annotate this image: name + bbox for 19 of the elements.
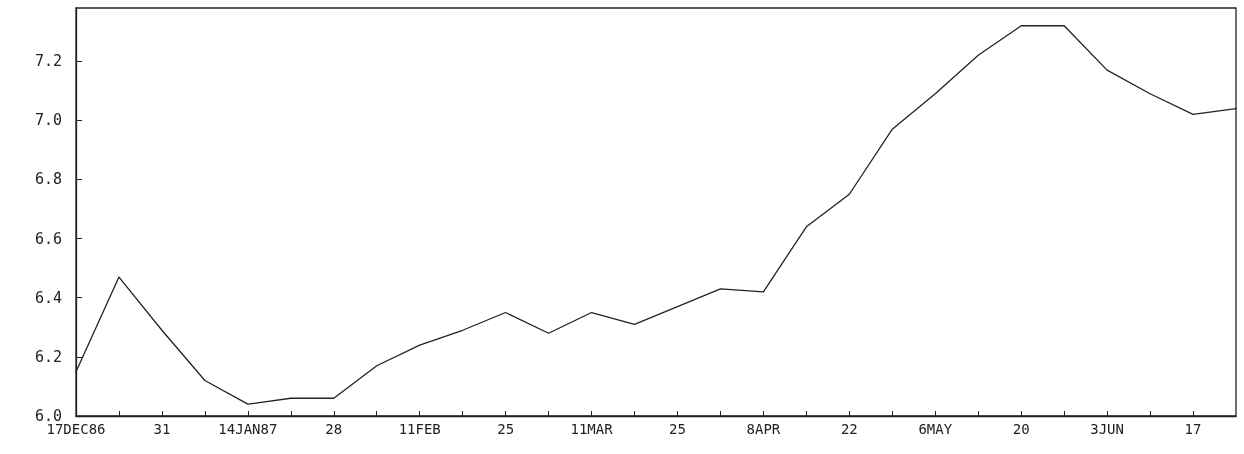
x-tick-label: 20 (1012, 421, 1030, 437)
x-tick-label: 17 (1184, 421, 1202, 437)
x-tick-label: 3JUN (1090, 421, 1124, 437)
x-tick-label: 31 (153, 421, 171, 437)
x-tick-label: 14JAN87 (218, 421, 278, 437)
x-tick-label: 25 (497, 421, 515, 437)
x-tick-label: 6MAY (918, 421, 953, 437)
x-tick-label: 8APR (746, 421, 781, 437)
y-tick-label: 6.4 (34, 288, 62, 307)
y-tick-label: 6.6 (34, 229, 62, 248)
x-tick-label: 28 (325, 421, 343, 437)
x-tick-label: 25 (669, 421, 686, 437)
y-tick-label: 7.0 (34, 111, 62, 130)
x-tick-label: 11FEB (398, 421, 441, 437)
y-tick-label: 6.2 (34, 347, 62, 366)
y-tick-label: 6.8 (34, 170, 62, 189)
x-tick-label: 11MAR (570, 421, 614, 437)
x-tick-label: 22 (840, 421, 858, 437)
y-tick-label: 7.2 (34, 52, 62, 71)
